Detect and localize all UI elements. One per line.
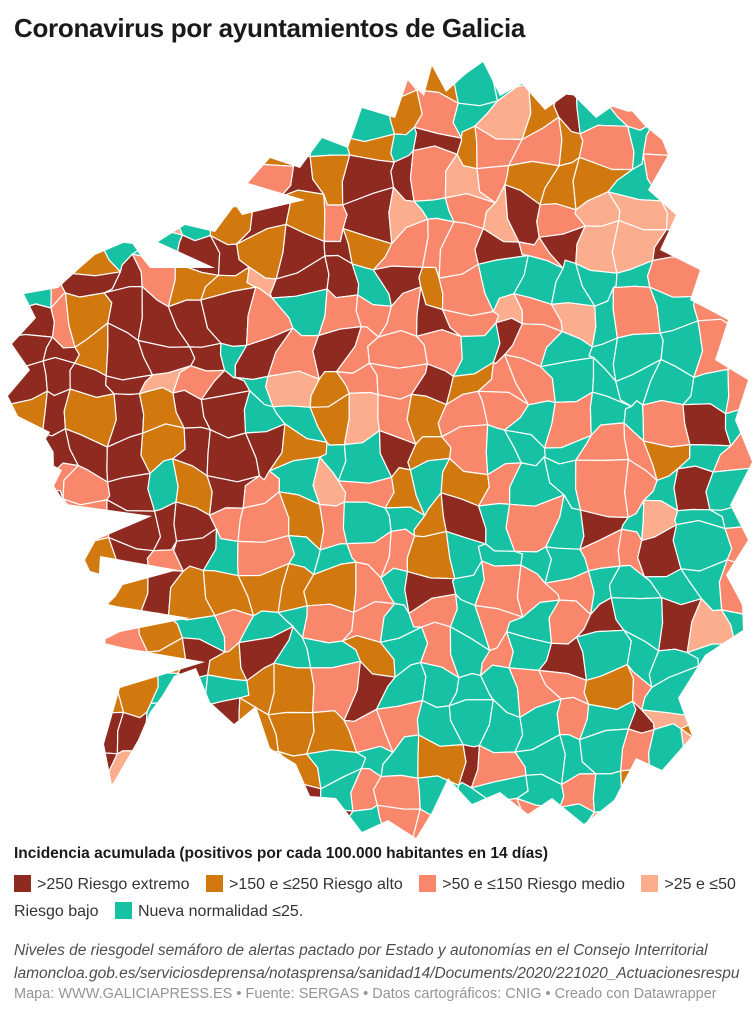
chart-title: Coronavirus por ayuntamientos de Galicia xyxy=(14,13,526,43)
legend-swatch-riesgo-bajo xyxy=(641,875,659,892)
municipality[interactable] xyxy=(309,127,351,158)
municipality[interactable] xyxy=(620,769,651,819)
legend-swatch-riesgo-alto xyxy=(205,875,223,892)
municipality[interactable] xyxy=(64,708,125,755)
municipality[interactable] xyxy=(718,559,756,615)
legend-title: Incidencia acumulada (positivos por cada… xyxy=(14,845,549,862)
municipality[interactable] xyxy=(116,663,159,719)
legend-label: >150 e ≤250 Riesgo alto xyxy=(228,876,403,893)
legend-label: >50 e ≤150 Riesgo medio xyxy=(442,876,625,893)
legend-label: >25 e ≤50 Riesgo bajo xyxy=(14,876,736,920)
municipality[interactable] xyxy=(319,501,348,551)
municipality[interactable] xyxy=(201,697,245,751)
legend-swatch-riesgo-medio xyxy=(419,875,437,892)
municipality[interactable] xyxy=(592,770,626,819)
municipality[interactable] xyxy=(243,163,295,206)
legend: Incidencia acumulada (positivos por cada… xyxy=(14,845,754,925)
municipality[interactable] xyxy=(1,303,56,339)
municipality[interactable] xyxy=(705,467,756,511)
municipality[interactable] xyxy=(141,701,183,758)
municipality[interactable] xyxy=(267,662,315,716)
legend-swatch-nueva-normalidad xyxy=(114,902,132,919)
municipality[interactable] xyxy=(334,804,388,852)
municipality[interactable] xyxy=(372,774,421,810)
municipality[interactable] xyxy=(116,711,148,755)
legend-item: >150 e ≤250 Riesgo alto xyxy=(205,875,403,893)
notes: Niveles de riesgodel semáforo de alertas… xyxy=(14,942,740,982)
legend-item: >250 Riesgo extremo xyxy=(14,875,190,893)
municipality[interactable] xyxy=(167,672,211,706)
legend-swatch-riesgo-extremo xyxy=(14,875,31,892)
municipality-layer xyxy=(1,49,756,852)
legend-label: Nueva normalidad ≤25. xyxy=(137,903,304,920)
municipality[interactable] xyxy=(237,749,287,777)
municipality[interactable] xyxy=(680,728,715,782)
municipality[interactable] xyxy=(232,116,295,167)
municipality[interactable] xyxy=(727,325,755,370)
municipality[interactable] xyxy=(724,526,756,586)
legend-items: >250 Riesgo extremo >150 e ≤250 Riesgo a… xyxy=(14,871,754,925)
legend-item: >50 e ≤150 Riesgo medio xyxy=(419,875,625,893)
municipality[interactable] xyxy=(340,97,396,143)
municipality[interactable] xyxy=(642,121,683,156)
legend-item: Nueva normalidad ≤25. xyxy=(114,902,304,920)
municipality[interactable] xyxy=(574,458,630,519)
attribution: Mapa: WWW.GALICIAPRESS.ES • Fuente: SERG… xyxy=(14,986,717,1002)
municipality[interactable] xyxy=(62,498,110,543)
legend-label: >250 Riesgo extremo xyxy=(37,876,190,893)
municipality[interactable] xyxy=(148,199,184,237)
municipality[interactable] xyxy=(14,256,52,310)
municipality[interactable] xyxy=(383,49,418,100)
municipality[interactable] xyxy=(65,667,125,714)
legend-item: >25 e ≤50 Riesgo bajo xyxy=(14,875,736,920)
municipality[interactable] xyxy=(724,365,756,415)
